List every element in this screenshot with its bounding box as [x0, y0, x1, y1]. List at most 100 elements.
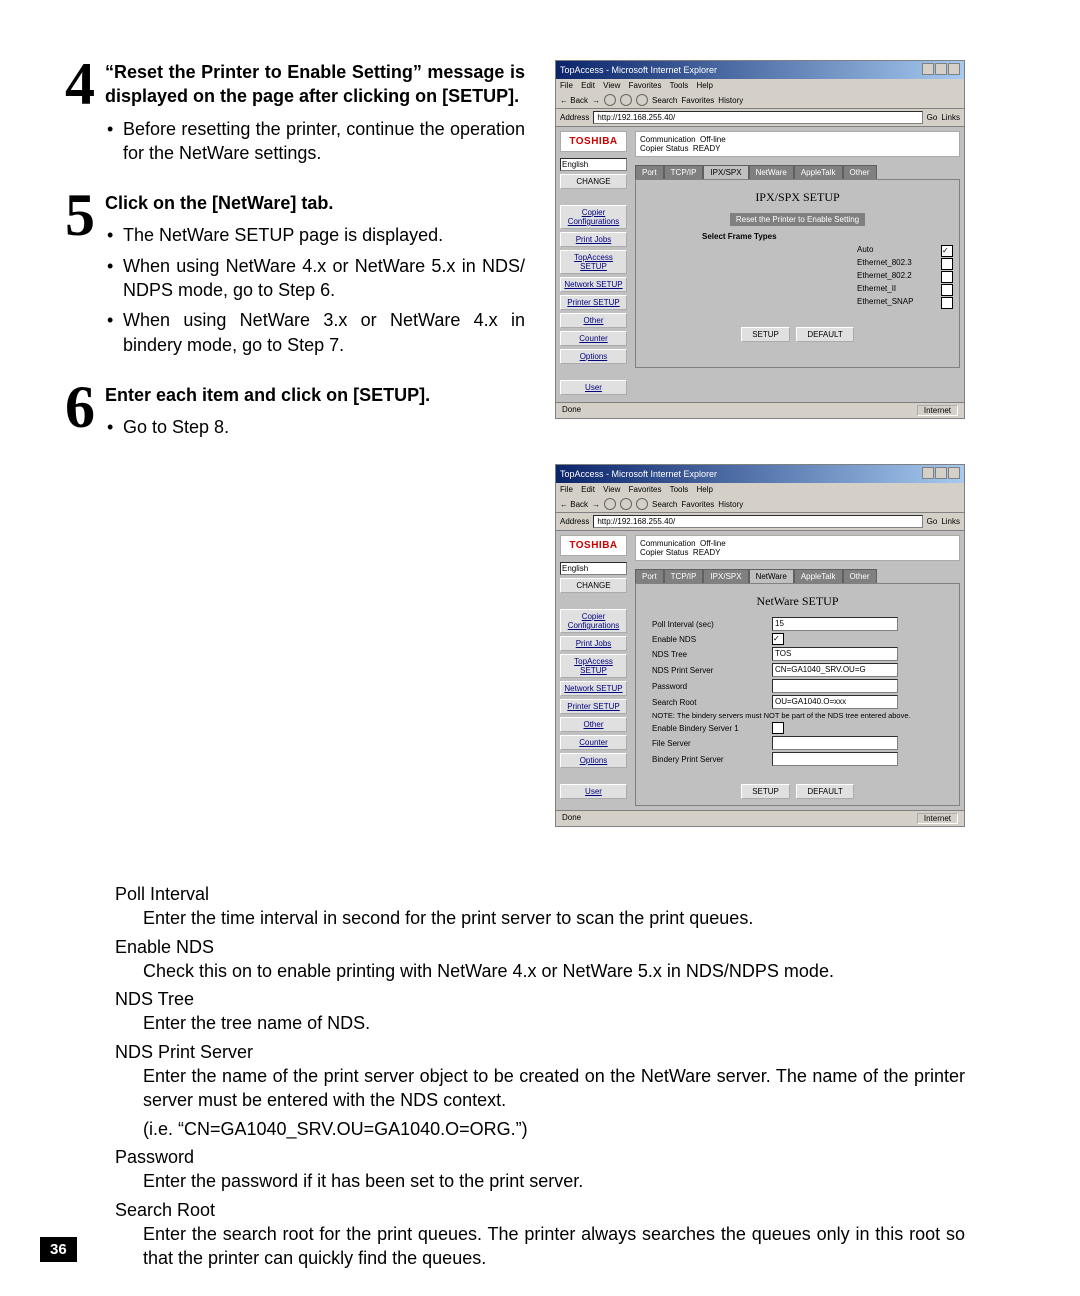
password-input[interactable] [772, 679, 898, 693]
tab-ipxspx[interactable]: IPX/SPX [703, 569, 748, 583]
step-title: “Reset the Printer to Enable Setting” me… [105, 60, 525, 109]
menu-item[interactable]: Help [697, 81, 713, 90]
setup-panel: IPX/SPX SETUP Reset the Printer to Enabl… [635, 179, 960, 368]
tab-netware[interactable]: NetWare [749, 165, 794, 179]
menu-item[interactable]: View [603, 485, 620, 494]
menu-item[interactable]: Tools [670, 485, 689, 494]
menu-item[interactable]: File [560, 81, 573, 90]
definitions: Poll Interval Enter the time interval in… [55, 882, 1025, 1270]
menu-item[interactable]: File [560, 485, 573, 494]
tab-appletalk[interactable]: AppleTalk [794, 569, 843, 583]
menu-item[interactable]: Help [697, 485, 713, 494]
back-button[interactable]: ← Back [560, 500, 588, 509]
checkbox[interactable] [941, 271, 953, 283]
menu-item[interactable]: Tools [670, 81, 689, 90]
address-bar: Address http://192.168.255.40/ Go Links [556, 109, 964, 127]
sidebar-link[interactable]: Network SETUP [560, 277, 627, 292]
favorites-button[interactable]: Favorites [681, 96, 714, 105]
go-button[interactable]: Go [927, 113, 938, 122]
tab-appletalk[interactable]: AppleTalk [794, 165, 843, 179]
def-desc: Enter the tree name of NDS. [115, 1011, 965, 1035]
refresh-icon[interactable] [620, 498, 632, 510]
stop-icon[interactable] [604, 498, 616, 510]
history-button[interactable]: History [718, 96, 743, 105]
address-input[interactable]: http://192.168.255.40/ [593, 111, 922, 124]
checkbox[interactable] [941, 297, 953, 309]
sidebar-link[interactable]: Counter [560, 331, 627, 346]
bindery-printserver-input[interactable] [772, 752, 898, 766]
sidebar-link[interactable]: Copier Configurations [560, 609, 627, 633]
address-input[interactable]: http://192.168.255.40/ [593, 515, 922, 528]
tab-other[interactable]: Other [843, 165, 877, 179]
menu-item[interactable]: Edit [581, 81, 595, 90]
nds-printserver-input[interactable]: CN=GA1040_SRV.OU=G [772, 663, 898, 677]
search-button[interactable]: Search [652, 96, 677, 105]
back-button[interactable]: ← Back [560, 96, 588, 105]
tab-other[interactable]: Other [843, 569, 877, 583]
sidebar-link[interactable]: Other [560, 717, 627, 732]
tab-tcpip[interactable]: TCP/IP [664, 569, 704, 583]
tab-netware[interactable]: NetWare [749, 569, 794, 583]
checkbox[interactable] [941, 284, 953, 296]
status-left: Done [562, 405, 581, 416]
sidebar-link[interactable]: Print Jobs [560, 636, 627, 651]
step-bullet: The NetWare SETUP page is displayed. [123, 223, 525, 247]
change-button[interactable]: CHANGE [560, 174, 627, 189]
menubar: File Edit View Favorites Tools Help [556, 79, 964, 92]
nds-tree-input[interactable]: TOS [772, 647, 898, 661]
setup-button[interactable]: SETUP [741, 327, 790, 342]
step-5: 5 Click on the [NetWare] tab. The NetWar… [55, 191, 525, 363]
step-body: “Reset the Printer to Enable Setting” me… [105, 60, 525, 171]
user-button[interactable]: User [560, 784, 627, 799]
language-select[interactable]: English [560, 562, 627, 575]
sidebar-link[interactable]: Copier Configurations [560, 205, 627, 229]
refresh-icon[interactable] [620, 94, 632, 106]
language-select[interactable]: English [560, 158, 627, 171]
sidebar-link[interactable]: Print Jobs [560, 232, 627, 247]
enable-bindery-checkbox[interactable] [772, 722, 784, 734]
history-button[interactable]: History [718, 500, 743, 509]
window-titlebar: TopAccess - Microsoft Internet Explorer [556, 465, 964, 483]
sidebar-link[interactable]: Options [560, 753, 627, 768]
checkbox[interactable]: ✓ [941, 245, 953, 257]
def-desc: Enter the search root for the print queu… [115, 1222, 965, 1271]
tab-port[interactable]: Port [635, 165, 664, 179]
toolbar: ← Back → Search Favorites History [556, 496, 964, 513]
default-button[interactable]: DEFAULT [796, 784, 853, 799]
poll-interval-input[interactable]: 15 [772, 617, 898, 631]
tab-ipxspx[interactable]: IPX/SPX [703, 165, 748, 179]
favorites-button[interactable]: Favorites [681, 500, 714, 509]
enable-nds-checkbox[interactable]: ✓ [772, 633, 784, 645]
file-server-input[interactable] [772, 736, 898, 750]
sidebar-link[interactable]: Printer SETUP [560, 295, 627, 310]
tab-tcpip[interactable]: TCP/IP [664, 165, 704, 179]
sidebar-link[interactable]: TopAccess SETUP [560, 250, 627, 274]
sidebar-link[interactable]: Counter [560, 735, 627, 750]
menubar: File Edit View Favorites Tools Help [556, 483, 964, 496]
step-4: 4 “Reset the Printer to Enable Setting” … [55, 60, 525, 171]
default-button[interactable]: DEFAULT [796, 327, 853, 342]
stop-icon[interactable] [604, 94, 616, 106]
search-button[interactable]: Search [652, 500, 677, 509]
sidebar-link[interactable]: Other [560, 313, 627, 328]
change-button[interactable]: CHANGE [560, 578, 627, 593]
brand-logo: TOSHIBA [560, 131, 627, 152]
menu-item[interactable]: Edit [581, 485, 595, 494]
menu-item[interactable]: Favorites [629, 485, 662, 494]
sidebar-link[interactable]: Network SETUP [560, 681, 627, 696]
user-button[interactable]: User [560, 380, 627, 395]
step-number: 6 [55, 377, 105, 437]
sidebar-link[interactable]: Printer SETUP [560, 699, 627, 714]
search-root-input[interactable]: OU=GA1040.O=xxx [772, 695, 898, 709]
menu-item[interactable]: View [603, 81, 620, 90]
tab-port[interactable]: Port [635, 569, 664, 583]
frame-types-label: Select Frame Types [702, 232, 953, 241]
sidebar-link[interactable]: TopAccess SETUP [560, 654, 627, 678]
sidebar-link[interactable]: Options [560, 349, 627, 364]
setup-button[interactable]: SETUP [741, 784, 790, 799]
menu-item[interactable]: Favorites [629, 81, 662, 90]
home-icon[interactable] [636, 94, 648, 106]
go-button[interactable]: Go [927, 517, 938, 526]
checkbox[interactable] [941, 258, 953, 270]
home-icon[interactable] [636, 498, 648, 510]
